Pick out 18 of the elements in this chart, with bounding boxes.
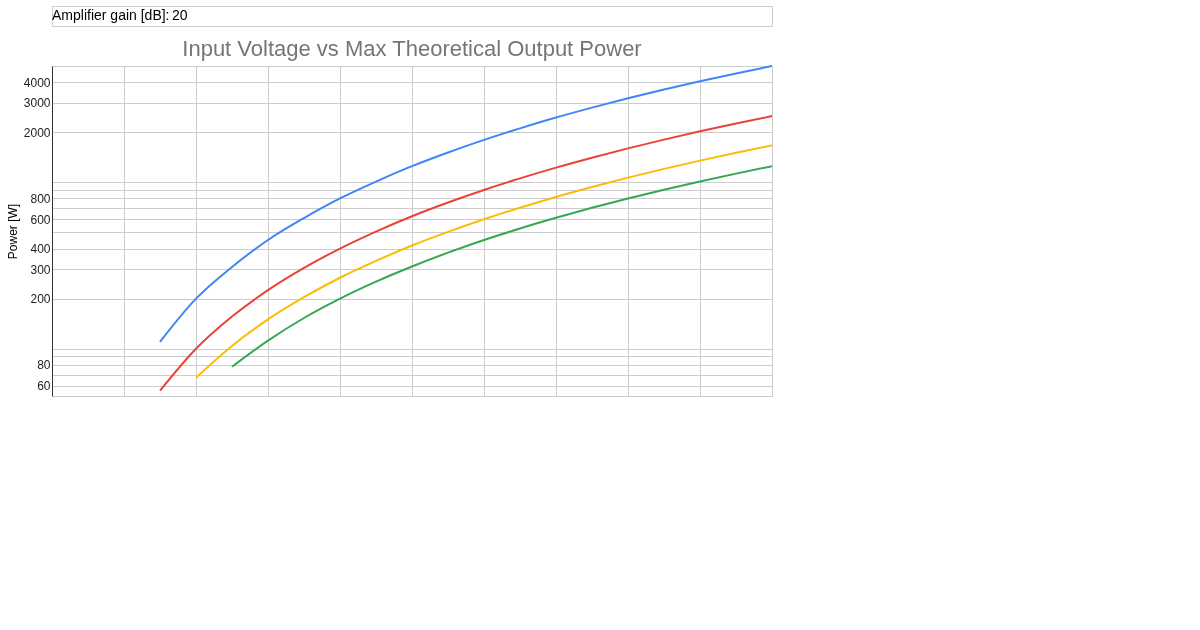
chart-title: Input Voltage vs Max Theoretical Output Power <box>182 36 642 61</box>
y-tick-label: 800 <box>30 191 51 206</box>
y-axis-title: Power [W] <box>5 203 20 260</box>
text: 20 <box>172 7 188 23</box>
y-tick-label: 2000 <box>23 125 51 140</box>
text: Amplifier gain [dB]: <box>52 7 170 23</box>
line-series <box>159 115 773 392</box>
y-tick-label: 4000 <box>23 75 51 90</box>
line-series <box>231 165 773 368</box>
line-series <box>195 144 773 379</box>
y-tick-label: 600 <box>30 212 51 227</box>
y-tick-label: 300 <box>30 262 51 277</box>
y-tick-label: 3000 <box>23 96 51 111</box>
y-tick-label: 400 <box>30 242 51 257</box>
line-series <box>159 65 773 343</box>
y-tick-label: 60 <box>37 379 51 394</box>
y-tick-label: 80 <box>37 358 51 373</box>
y-tick-label: 200 <box>30 292 51 307</box>
